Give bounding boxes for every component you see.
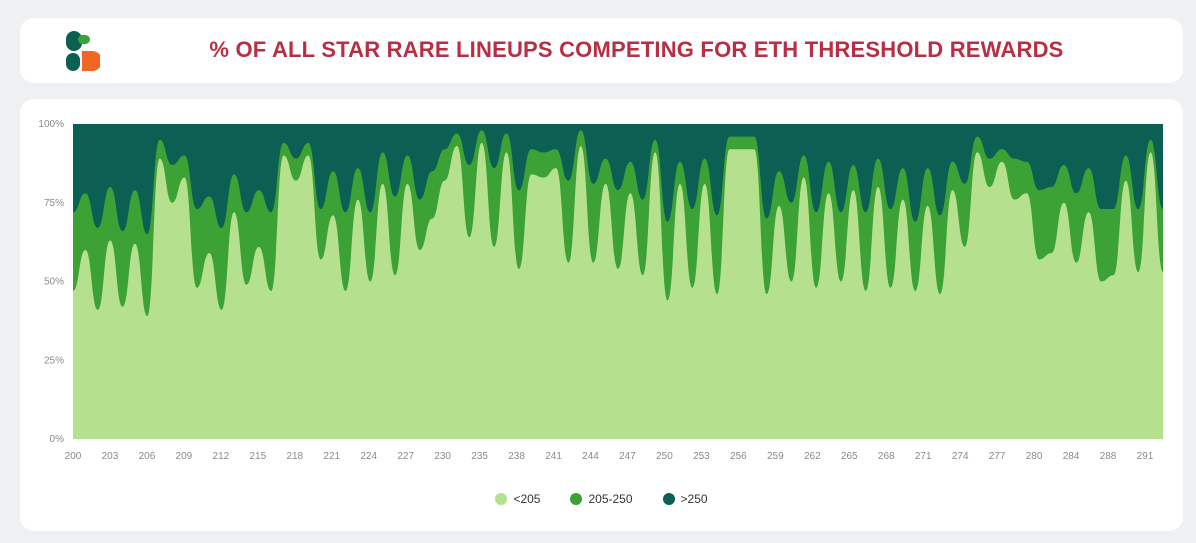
page-title: % OF ALL STAR RARE LINEUPS COMPETING FOR…: [209, 37, 1064, 62]
x-tick-label: 227: [397, 451, 414, 462]
x-tick-label: 259: [767, 451, 784, 462]
area-series-lt205: [73, 142, 1163, 439]
legend-label: 205-250: [588, 492, 633, 506]
x-tick-label: 256: [730, 451, 747, 462]
y-tick-label: 75%: [44, 198, 64, 209]
x-tick-label: 247: [619, 451, 636, 462]
x-tick-label: 250: [656, 451, 673, 462]
x-tick-label: 271: [915, 451, 932, 462]
x-tick-label: 206: [139, 451, 156, 462]
legend-item-lt205[interactable]: <205: [495, 492, 540, 506]
y-tick-label: 0%: [50, 434, 65, 445]
legend-swatch-gt250: [662, 493, 675, 505]
legend-label: >250: [680, 492, 708, 506]
x-tick-label: 253: [693, 451, 710, 462]
x-tick-label: 268: [878, 451, 895, 462]
legend-swatch-lt205: [495, 493, 508, 505]
x-tick-label: 200: [65, 451, 82, 462]
x-tick-label: 235: [471, 451, 488, 462]
x-tick-label: 212: [213, 451, 230, 462]
x-tick-label: 274: [952, 451, 969, 462]
x-tick-label: 230: [434, 451, 451, 462]
x-tick-label: 291: [1137, 451, 1154, 462]
x-tick-label: 224: [360, 451, 377, 462]
x-tick-label: 209: [176, 451, 193, 462]
x-tick-label: 221: [323, 451, 340, 462]
header-card: % OF ALL STAR RARE LINEUPS COMPETING FOR…: [20, 18, 1183, 83]
x-tick-label: 265: [841, 451, 858, 462]
x-tick-label: 238: [508, 451, 525, 462]
x-tick-label: 218: [286, 451, 303, 462]
y-tick-label: 100%: [38, 119, 64, 130]
x-tick-label: 203: [102, 451, 119, 462]
x-tick-label: 262: [804, 451, 821, 462]
brand-s-logo-icon: [66, 31, 100, 71]
chart-legend: <205 205-250 >250: [20, 492, 1183, 506]
x-tick-label: 284: [1063, 451, 1080, 462]
stacked-area-chart: 0% 25% 50% 75% 100% 200 203 206 209 212 215 218 221 2…: [38, 119, 1163, 462]
x-tick-label: 280: [1026, 451, 1043, 462]
x-tick-label: 244: [582, 451, 599, 462]
legend-swatch-205-250: [570, 493, 583, 505]
x-tick-label: 241: [545, 451, 562, 462]
x-tick-label: 277: [989, 451, 1006, 462]
legend-label: <205: [513, 492, 541, 506]
chart-card: 0% 25% 50% 75% 100% 200 203 206 209 212 215 218 221 2…: [20, 99, 1183, 531]
y-tick-label: 50%: [44, 277, 64, 288]
legend-item-205-250[interactable]: 205-250: [570, 492, 633, 506]
x-tick-label: 288: [1100, 451, 1117, 462]
legend-item-gt250[interactable]: >250: [662, 492, 708, 506]
x-tick-label: 215: [249, 451, 266, 462]
y-tick-label: 25%: [44, 355, 64, 366]
